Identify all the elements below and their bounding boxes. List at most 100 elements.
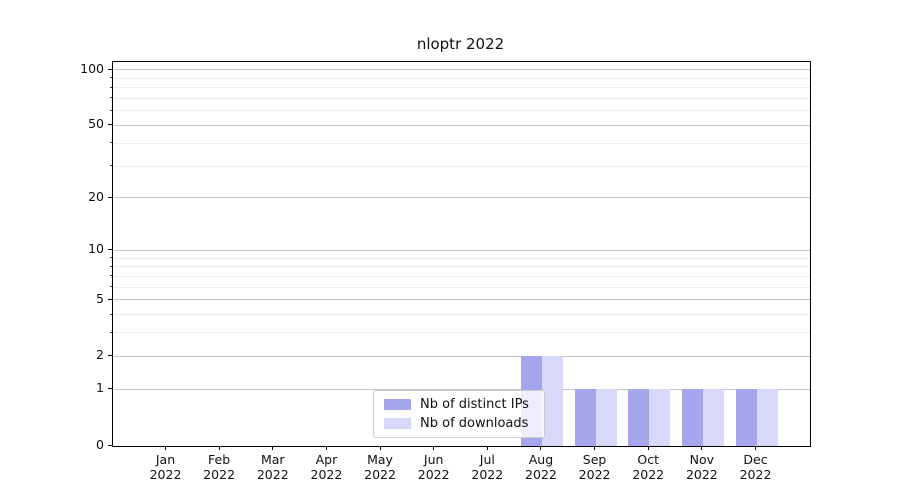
y-minor-tick-3: [110, 331, 112, 333]
y-tick-50: [108, 124, 112, 126]
x-tick-month: Dec: [743, 452, 768, 467]
bar-downloads-sep: [595, 389, 617, 446]
x-tick-month: Jan: [155, 452, 176, 467]
y-minor-tick-90: [110, 77, 112, 79]
gridline-minor-8: [113, 266, 810, 268]
x-tick-dec: [755, 446, 756, 450]
gridline-minor-30: [113, 165, 810, 167]
gridline-minor-60: [113, 110, 810, 112]
x-tick-label-sep: Sep 2022: [565, 452, 625, 482]
bar-distinct-ips-dec: [735, 389, 757, 446]
y-tick-label-0: 0: [96, 437, 104, 452]
legend-swatch-downloads: [384, 418, 411, 429]
x-tick-label-mar: Mar 2022: [243, 452, 303, 482]
y-minor-tick-7: [110, 275, 112, 277]
gridline-minor-40: [113, 142, 810, 144]
x-tick-label-aug: Aug 2022: [511, 452, 571, 482]
x-tick-jan: [165, 446, 166, 450]
y-tick-label-50: 50: [88, 116, 104, 132]
y-tick-label-1: 1: [96, 380, 104, 396]
x-tick-year: 2022: [739, 467, 772, 482]
gridline-minor-70: [113, 97, 810, 99]
x-tick-year: 2022: [256, 467, 289, 482]
legend-entry-downloads: Nb of downloads: [384, 415, 535, 432]
bar-downloads-aug: [541, 356, 563, 446]
gridline-major-2: [113, 355, 810, 357]
x-tick-year: 2022: [149, 467, 182, 482]
x-tick-month: Sep: [582, 452, 607, 467]
legend-swatch-distinct-ips: [384, 399, 411, 410]
y-tick-label-20: 20: [88, 188, 104, 204]
legend: Nb of distinct IPs Nb of downloads: [373, 390, 545, 438]
y-minor-tick-40: [110, 142, 112, 144]
x-tick-year: 2022: [632, 467, 665, 482]
y-tick-label-100: 100: [80, 60, 104, 76]
x-tick-apr: [325, 446, 327, 450]
bar-downloads-dec: [756, 389, 778, 446]
x-tick-year: 2022: [685, 467, 718, 482]
legend-label-distinct-ips: Nb of distinct IPs: [420, 397, 529, 412]
x-tick-label-jan: Jan 2022: [136, 452, 196, 482]
y-minor-tick-30: [110, 165, 112, 166]
x-tick-jul: [486, 446, 488, 450]
x-tick-label-jun: Jun 2022: [404, 452, 464, 482]
x-tick-month: Jun: [423, 452, 444, 467]
x-tick-label-nov: Nov 2022: [672, 452, 732, 482]
gridline-major-50: [113, 124, 810, 126]
x-tick-feb: [218, 446, 220, 450]
gridline-minor-3: [113, 332, 810, 334]
gridline-minor-6: [113, 286, 810, 288]
x-tick-label-jul: Jul 2022: [457, 452, 517, 482]
gridline-minor-7: [113, 275, 810, 277]
bar-downloads-nov: [702, 389, 724, 446]
x-tick-month: Aug: [528, 452, 554, 467]
x-tick-label-may: May 2022: [350, 452, 410, 482]
gridline-major-5: [113, 299, 810, 301]
x-tick-month: May: [367, 452, 393, 467]
legend-label-downloads: Nb of downloads: [420, 416, 529, 431]
y-tick-label-10: 10: [88, 241, 104, 257]
x-tick-oct: [647, 446, 649, 450]
x-tick-month: Feb: [208, 452, 231, 467]
plot-area: [112, 61, 811, 447]
y-tick-label-5: 5: [96, 290, 104, 306]
y-minor-tick-9: [110, 257, 112, 259]
x-tick-label-oct: Oct 2022: [618, 452, 678, 482]
bar-downloads-oct: [649, 389, 671, 446]
bar-distinct-ips-sep: [574, 389, 596, 446]
gridline-major-1: [113, 388, 810, 390]
gridline-major-10: [113, 249, 810, 251]
y-tick-10: [108, 249, 112, 251]
x-tick-jun: [433, 446, 435, 450]
legend-entry-distinct-ips: Nb of distinct IPs: [384, 396, 535, 413]
x-tick-label-dec: Dec 2022: [726, 452, 786, 482]
bar-distinct-ips-oct: [628, 389, 650, 446]
x-tick-sep: [594, 446, 596, 450]
x-tick-month: Jul: [479, 452, 495, 467]
x-tick-year: 2022: [417, 467, 450, 482]
gridline-major-20: [113, 197, 810, 199]
y-minor-tick-4: [110, 313, 112, 315]
x-tick-year: 2022: [203, 467, 236, 482]
x-tick-month: Oct: [637, 452, 660, 467]
x-tick-month: Apr: [315, 452, 338, 467]
y-tick-label-2: 2: [96, 347, 104, 363]
y-minor-tick-60: [110, 109, 112, 111]
y-minor-tick-6: [110, 286, 112, 288]
x-tick-nov: [701, 446, 703, 450]
x-tick-year: 2022: [471, 467, 504, 482]
y-tick-100: [108, 68, 112, 70]
y-tick-5: [108, 298, 112, 300]
y-tick-2: [108, 355, 112, 357]
y-tick-20: [108, 196, 112, 198]
x-tick-mar: [272, 446, 274, 450]
chart-title: nloptr 2022: [416, 35, 505, 53]
gridline-minor-9: [113, 257, 810, 259]
x-tick-year: 2022: [525, 467, 557, 482]
y-tick-0: [108, 445, 112, 446]
gridline-minor-80: [113, 87, 810, 89]
y-minor-tick-70: [110, 97, 112, 99]
x-tick-label-apr: Apr 2022: [296, 452, 356, 482]
y-minor-tick-8: [110, 265, 112, 267]
